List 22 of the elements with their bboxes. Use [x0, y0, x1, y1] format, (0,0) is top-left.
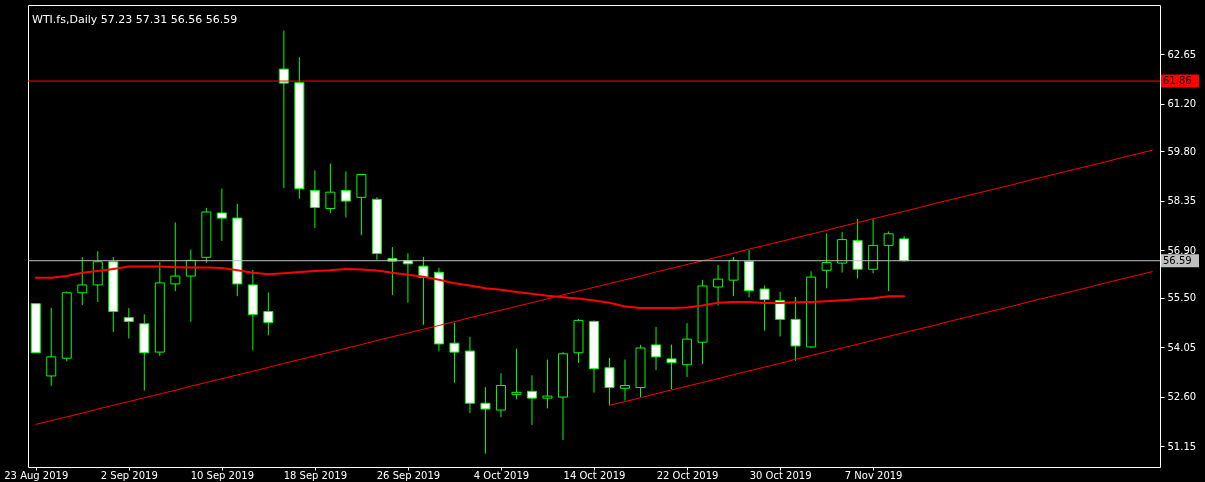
x-tick-label: 7 Nov 2019: [844, 469, 903, 481]
x-tick-label: 30 Oct 2019: [749, 469, 812, 481]
x-tick-label: 26 Sep 2019: [376, 469, 441, 481]
y-tick-label: 62.65: [1167, 48, 1197, 60]
y-tick-label: 54.05: [1167, 341, 1197, 353]
y-tick-label: 61.20: [1167, 98, 1197, 110]
x-tick-label: 14 Oct 2019: [563, 469, 626, 481]
y-tick-label: 59.80: [1167, 145, 1197, 157]
text: WTI.fs,Daily 57.23 57.31 56.56 56.59: [32, 13, 238, 26]
y-tick-label: 52.60: [1167, 391, 1197, 403]
y-tick-label: 51.15: [1167, 440, 1197, 452]
x-tick-label: 22 Oct 2019: [656, 469, 719, 481]
x-tick-label: 18 Sep 2019: [283, 469, 348, 481]
ref-line-label: 61.86: [1163, 75, 1192, 87]
ref-line-label: 56.59: [1163, 254, 1192, 266]
x-tick-label: 4 Oct 2019: [473, 469, 530, 481]
x-tick-label: 2 Sep 2019: [100, 469, 158, 481]
x-tick-label: 10 Sep 2019: [190, 469, 255, 481]
y-tick-label: 55.50: [1167, 292, 1197, 304]
x-tick-label: 23 Aug 2019: [4, 469, 69, 481]
y-tick-label: 56.90: [1167, 244, 1197, 256]
y-tick-label: 58.35: [1167, 195, 1197, 207]
